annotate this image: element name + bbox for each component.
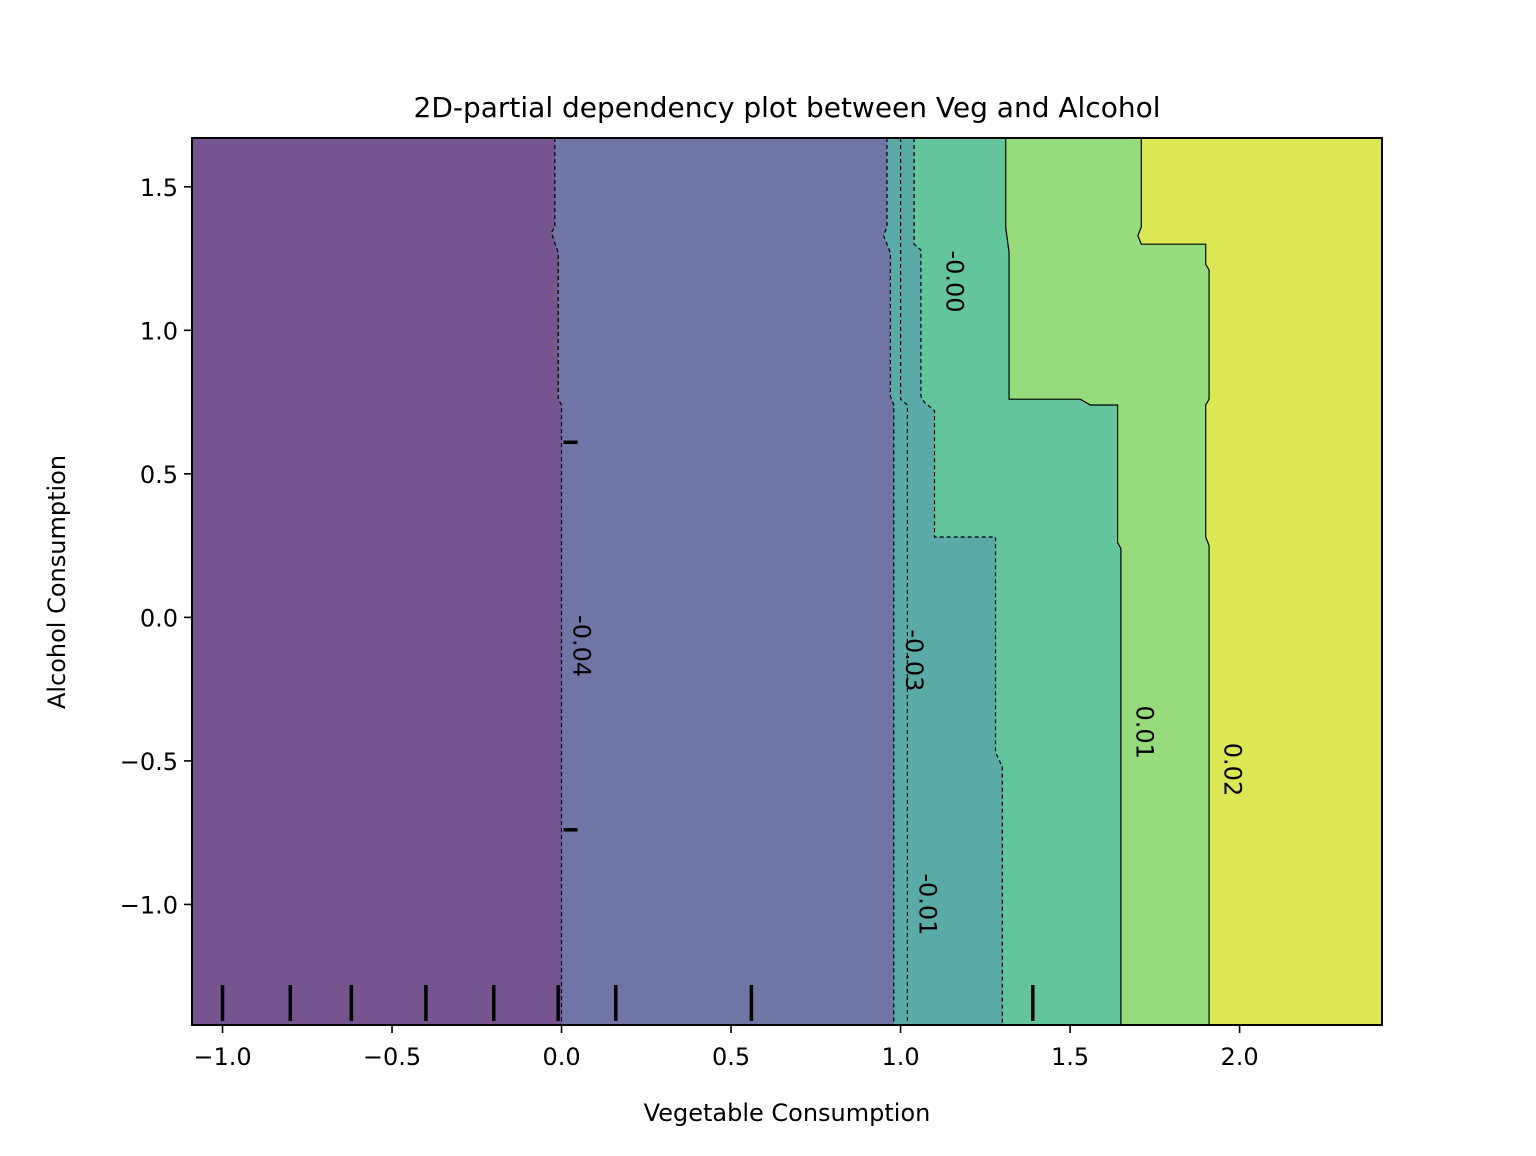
y-tick-label: −0.5 <box>120 748 178 776</box>
contour-label: -0.03 <box>900 629 928 691</box>
contour-label: 0.02 <box>1219 743 1247 796</box>
x-tick-label: 0.0 <box>542 1043 580 1071</box>
y-tick-label: 1.0 <box>140 317 178 345</box>
y-tick-label: 1.5 <box>140 174 178 202</box>
contour-line-5 <box>1137 138 1210 1025</box>
contour-regions <box>192 138 1382 1025</box>
x-axis-label: Vegetable Consumption <box>644 1099 931 1127</box>
x-tick-label: −1.0 <box>193 1043 251 1071</box>
y-axis: −1.0 −0.5 0.0 0.5 1.0 1.5 <box>120 174 192 919</box>
contour-line-1 <box>882 138 895 1025</box>
x-tick-label: 1.0 <box>881 1043 919 1071</box>
x-tick-label: 1.5 <box>1051 1043 1089 1071</box>
y-axis-label: Alcohol Consumption <box>43 455 71 709</box>
chart-title: 2D-partial dependency plot between Veg a… <box>414 91 1161 124</box>
contour-label: 0.01 <box>1130 705 1158 758</box>
contour-labels: -0.04 -0.03 -0.01 -0.00 0.01 0.02 <box>568 250 1247 935</box>
y-tick-label: 0.5 <box>140 461 178 489</box>
contour-line-0 <box>550 138 563 1025</box>
y-tick-label: −1.0 <box>120 891 178 919</box>
contour-label: -0.04 <box>568 615 596 677</box>
contour-line-4 <box>1005 138 1122 1025</box>
x-axis: −1.0 −0.5 0.0 0.5 1.0 1.5 2.0 <box>193 1025 1259 1071</box>
plot-frame <box>191 137 1383 1026</box>
contour-label: -0.00 <box>941 250 969 312</box>
contour-region-5 <box>1137 138 1382 1025</box>
x-tick-label: −0.5 <box>363 1043 421 1071</box>
contour-label: -0.01 <box>913 873 941 935</box>
x-tick-label: 2.0 <box>1221 1043 1259 1071</box>
contour-lines <box>550 138 1210 1025</box>
y-tick-label: 0.0 <box>140 604 178 632</box>
contour-line-3 <box>913 138 1003 1025</box>
x-tick-label: 0.5 <box>712 1043 750 1071</box>
rug-marks <box>220 440 1035 1021</box>
